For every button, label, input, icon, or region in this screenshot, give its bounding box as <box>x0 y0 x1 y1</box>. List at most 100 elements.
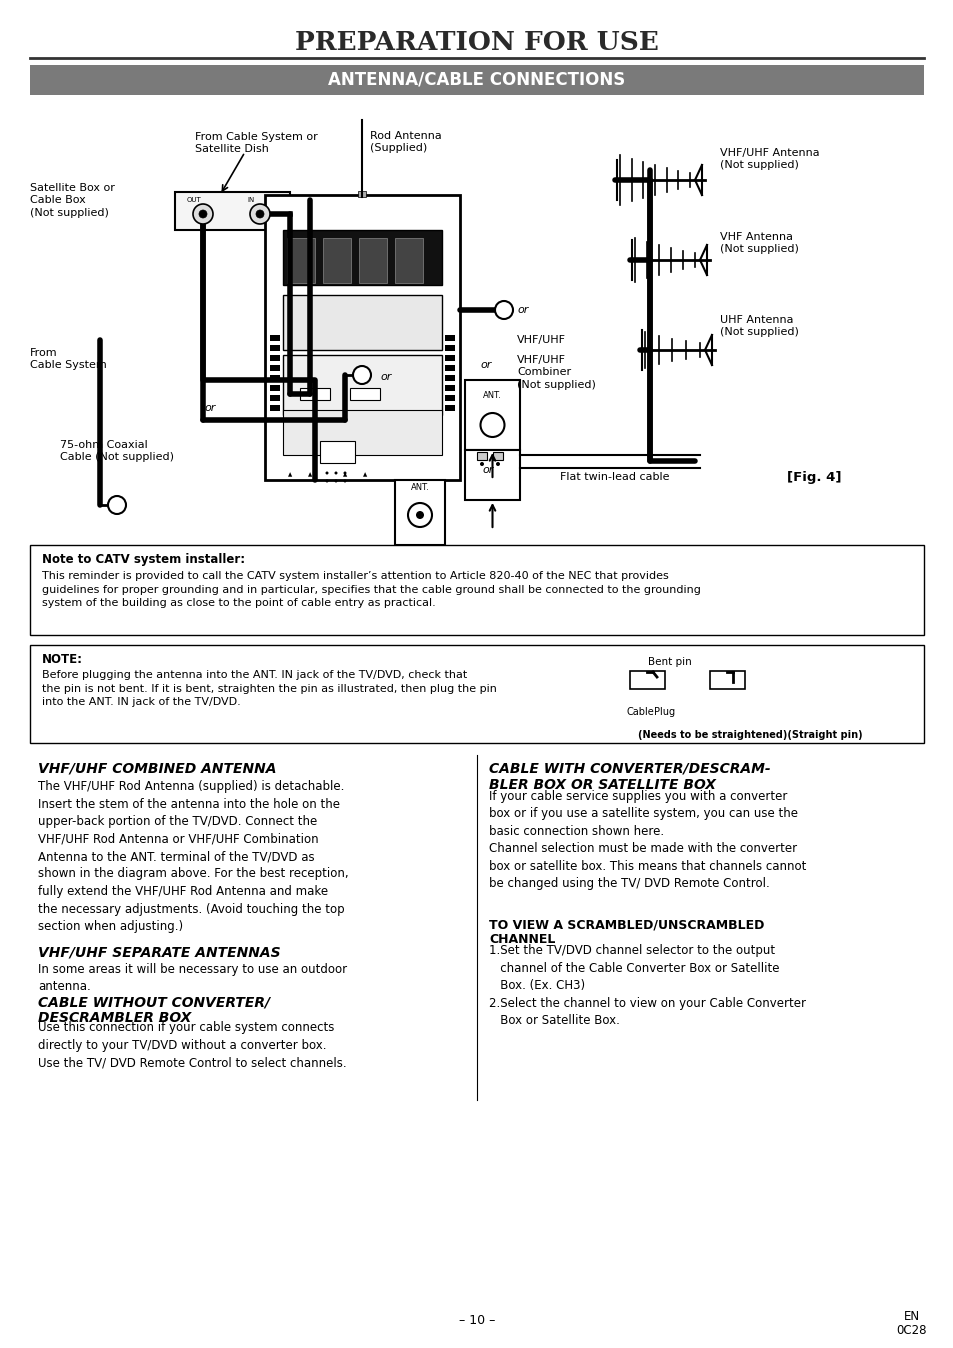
Circle shape <box>495 301 513 319</box>
Text: PREPARATION FOR USE: PREPARATION FOR USE <box>294 30 659 54</box>
Circle shape <box>408 503 432 527</box>
Bar <box>444 386 455 391</box>
Bar <box>493 452 502 460</box>
Text: VHF Antenna
(Not supplied): VHF Antenna (Not supplied) <box>720 232 798 255</box>
Bar <box>265 195 459 480</box>
Text: IN: IN <box>247 197 254 204</box>
Text: This reminder is provided to call the CATV system installer’s attention to Artic: This reminder is provided to call the CA… <box>42 572 700 608</box>
Circle shape <box>488 421 496 429</box>
Text: (Needs to be straightened)(Straight pin): (Needs to be straightened)(Straight pin) <box>637 731 862 740</box>
Bar <box>270 375 280 381</box>
Circle shape <box>325 480 328 483</box>
Text: or: or <box>517 305 528 315</box>
Bar <box>283 295 441 350</box>
Text: VHF/UHF
Combiner
(Not supplied): VHF/UHF Combiner (Not supplied) <box>517 355 596 390</box>
Bar <box>283 410 441 456</box>
Circle shape <box>108 496 126 514</box>
Bar <box>270 365 280 371</box>
Text: Cable: Cable <box>625 706 653 717</box>
Text: 1.Set the TV/DVD channel selector to the output
   channel of the Cable Converte: 1.Set the TV/DVD channel selector to the… <box>489 944 805 1027</box>
Text: Satellite Box or
Cable Box
(Not supplied): Satellite Box or Cable Box (Not supplied… <box>30 183 114 218</box>
Text: ▲: ▲ <box>362 473 367 477</box>
Text: or: or <box>204 403 215 412</box>
Text: or: or <box>379 372 391 381</box>
Bar <box>270 404 280 411</box>
Bar <box>283 231 441 284</box>
Bar <box>444 404 455 411</box>
Bar <box>357 191 366 197</box>
Bar <box>350 388 379 400</box>
Text: VHF/UHF Antenna
(Not supplied): VHF/UHF Antenna (Not supplied) <box>720 148 819 170</box>
Text: NOTE:: NOTE: <box>42 652 83 666</box>
Bar <box>444 365 455 371</box>
Bar <box>444 375 455 381</box>
Text: or: or <box>482 465 493 474</box>
Text: Before plugging the antenna into the ANT. IN jack of the TV/DVD, check that
the : Before plugging the antenna into the ANT… <box>42 670 497 708</box>
Text: VHF/UHF SEPARATE ANTENNAS: VHF/UHF SEPARATE ANTENNAS <box>38 945 280 958</box>
Text: If your cable service supplies you with a converter
box or if you use a satellit: If your cable service supplies you with … <box>489 790 805 891</box>
Bar <box>395 480 444 545</box>
Text: – 10 –: – 10 – <box>458 1313 495 1326</box>
Text: From Cable System or
Satellite Dish: From Cable System or Satellite Dish <box>194 132 317 155</box>
Bar <box>444 345 455 350</box>
Bar <box>174 191 290 231</box>
Circle shape <box>199 210 207 218</box>
Bar <box>476 452 486 460</box>
Bar <box>444 355 455 361</box>
Circle shape <box>343 472 346 474</box>
Text: EN: EN <box>903 1309 919 1322</box>
Bar <box>270 355 280 361</box>
Bar <box>30 644 923 743</box>
Circle shape <box>496 462 499 466</box>
Bar <box>270 395 280 400</box>
Text: VHF/UHF: VHF/UHF <box>517 336 565 345</box>
Text: Flat twin-lead cable: Flat twin-lead cable <box>559 472 669 483</box>
Text: VHF/UHF COMBINED ANTENNA: VHF/UHF COMBINED ANTENNA <box>38 762 276 776</box>
Circle shape <box>353 367 371 384</box>
Text: CABLE WITH CONVERTER/DESCRAM-
BLER BOX OR SATELLITE BOX: CABLE WITH CONVERTER/DESCRAM- BLER BOX O… <box>489 762 770 793</box>
Text: TO VIEW A SCRAMBLED/UNSCRAMBLED
CHANNEL: TO VIEW A SCRAMBLED/UNSCRAMBLED CHANNEL <box>489 918 763 946</box>
Text: or: or <box>479 360 491 369</box>
Text: Plug: Plug <box>654 706 675 717</box>
Bar <box>358 239 387 283</box>
Text: ▲: ▲ <box>308 473 312 477</box>
Circle shape <box>335 480 337 483</box>
Circle shape <box>335 472 337 474</box>
Bar <box>283 355 441 415</box>
Text: The VHF/UHF Rod Antenna (supplied) is detachable.
Insert the stem of the antenna: The VHF/UHF Rod Antenna (supplied) is de… <box>38 780 348 933</box>
Text: OUT: OUT <box>187 197 201 204</box>
Circle shape <box>193 204 213 224</box>
Bar <box>30 65 923 94</box>
Text: [Fig. 4]: [Fig. 4] <box>786 470 841 484</box>
Text: ▲: ▲ <box>342 473 347 477</box>
Text: ANTENNA/CABLE CONNECTIONS: ANTENNA/CABLE CONNECTIONS <box>328 71 625 89</box>
Bar <box>395 239 422 283</box>
Bar <box>444 395 455 400</box>
Bar <box>319 441 355 462</box>
Text: ▲: ▲ <box>288 473 292 477</box>
Bar <box>464 380 519 450</box>
Circle shape <box>479 462 483 466</box>
Bar <box>299 388 330 400</box>
Circle shape <box>480 412 504 437</box>
Bar <box>464 450 519 500</box>
Circle shape <box>416 511 423 519</box>
Text: ANT.: ANT. <box>410 483 429 492</box>
Text: Rod Antenna
(Supplied): Rod Antenna (Supplied) <box>370 131 441 154</box>
Bar <box>30 545 923 635</box>
Circle shape <box>255 210 264 218</box>
Text: Use this connection if your cable system connects
directly to your TV/DVD withou: Use this connection if your cable system… <box>38 1020 346 1069</box>
Bar <box>270 345 280 350</box>
Bar <box>709 671 744 689</box>
Text: ANT.: ANT. <box>482 391 501 399</box>
Bar <box>270 336 280 341</box>
Text: Note to CATV system installer:: Note to CATV system installer: <box>42 553 245 566</box>
Bar <box>323 239 351 283</box>
Text: In some areas it will be necessary to use an outdoor
antenna.: In some areas it will be necessary to us… <box>38 962 347 993</box>
Circle shape <box>343 480 346 483</box>
Text: CABLE WITHOUT CONVERTER/
DESCRAMBLER BOX: CABLE WITHOUT CONVERTER/ DESCRAMBLER BOX <box>38 995 270 1026</box>
Circle shape <box>250 204 270 224</box>
Bar <box>444 336 455 341</box>
Circle shape <box>325 472 328 474</box>
Text: Bent pin: Bent pin <box>647 656 691 667</box>
